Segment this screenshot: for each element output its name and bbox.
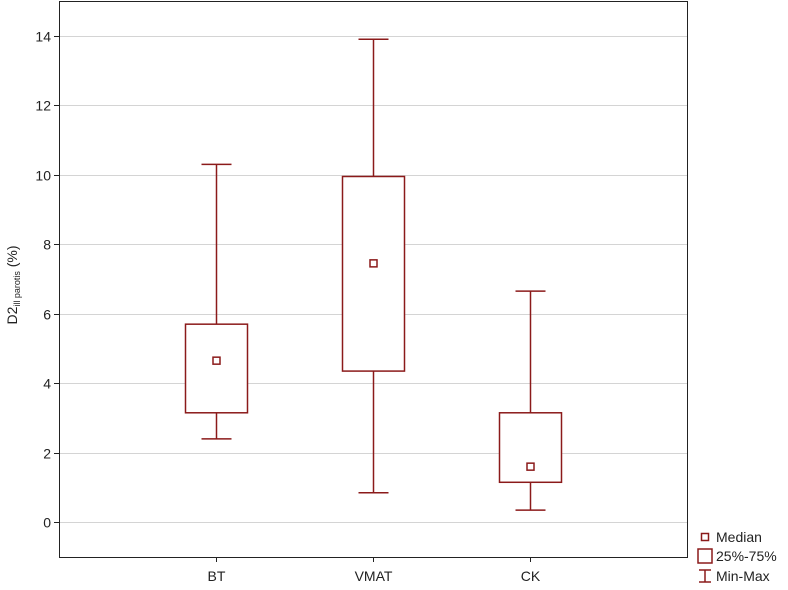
median-marker-vmat <box>369 259 378 268</box>
y-axis-title-unit: (%) <box>4 245 20 272</box>
legend-label-whisker: Min-Max <box>716 568 770 584</box>
legend-median-symbol <box>700 532 710 542</box>
legend-label-box: 25%-75% <box>716 548 777 564</box>
x-tick-label-bt: BT <box>208 568 226 584</box>
y-tick-label-4: 4 <box>43 376 51 392</box>
y-axis-title-wrap: D2ill parotis (%) <box>2 230 24 340</box>
legend-box-symbol <box>697 548 713 564</box>
box-iqr-ck <box>498 412 563 484</box>
y-axis-title-subscript: ill parotis <box>12 271 22 307</box>
legend: Median 25%-75% Min-Max <box>697 529 777 584</box>
y-tick-label-12: 12 <box>35 98 51 114</box>
box-group-bt <box>184 163 249 440</box>
box-group-ck <box>498 290 563 511</box>
y-tick-label-6: 6 <box>43 307 51 323</box>
legend-label-median: Median <box>716 529 762 545</box>
y-tick-label-14: 14 <box>35 29 51 45</box>
y-axis-title: D2ill parotis (%) <box>4 245 22 324</box>
median-marker-ck <box>526 462 535 471</box>
x-tick-label-vmat: VMAT <box>355 568 393 584</box>
y-tick-label-8: 8 <box>43 237 51 253</box>
box-iqr-bt <box>184 323 249 414</box>
y-tick-label-2: 2 <box>43 446 51 462</box>
x-tick-label-ck: CK <box>521 568 541 584</box>
box-iqr-vmat <box>341 175 406 372</box>
y-tick-label-10: 10 <box>35 168 51 184</box>
y-tick-label-0: 0 <box>43 515 51 531</box>
box-group-vmat <box>341 38 406 494</box>
median-marker-bt <box>212 356 221 365</box>
y-axis-title-main: D2 <box>4 306 20 325</box>
